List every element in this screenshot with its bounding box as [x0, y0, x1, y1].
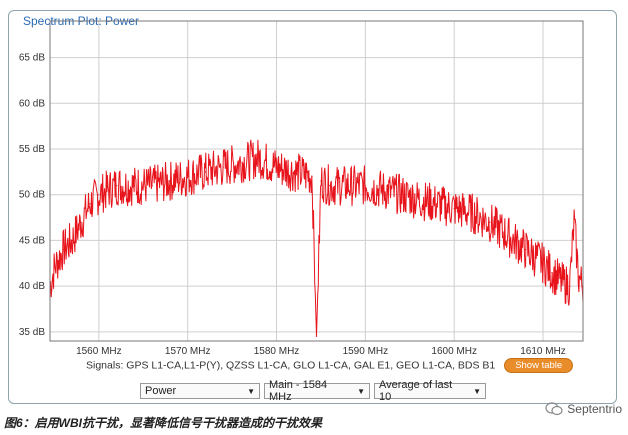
power-data-point [560, 280, 562, 283]
power-data-point [329, 184, 331, 187]
y-tick-label: 45 dB [19, 235, 45, 246]
power-data-point [569, 285, 571, 287]
power-data-point [293, 171, 295, 173]
chevron-down-icon: ▼ [473, 386, 481, 396]
show-table-button[interactable]: Show table [504, 358, 574, 373]
figure-caption: 图6：启用WBI抗干扰，显著降低信号干扰器造成的干扰效果 [4, 416, 323, 430]
power-data-point [222, 166, 224, 168]
power-data-point [320, 180, 322, 182]
x-axis-ticks: 1560 MHz 1570 MHz 1580 MHz 1590 MHz 1600 MHz… [76, 346, 566, 357]
power-data-point [542, 262, 544, 264]
power-data-point [435, 203, 438, 205]
power-data-point [453, 207, 455, 210]
power-data-point [418, 198, 420, 200]
power-data-point [346, 184, 349, 187]
brand-name: Septentrio [567, 402, 622, 416]
power-data-point [364, 184, 366, 187]
y-tick-label: 55 dB [19, 144, 45, 155]
power-data-point [151, 184, 153, 187]
power-data-point [258, 157, 260, 159]
power-data-point [116, 184, 118, 187]
antenna-select[interactable]: Main - 1584 MHz ▼ [264, 379, 370, 403]
signals-label: Signals: GPS L1-CA,L1-P(Y), QZSS L1-CA, … [86, 359, 496, 372]
power-data-point [53, 267, 56, 269]
averaging-value: Average of last 10 [379, 379, 453, 403]
power-data-point [573, 221, 575, 223]
chevron-down-icon: ▼ [247, 386, 255, 396]
chevron-down-icon: ▼ [357, 386, 365, 396]
x-tick-label: 1570 MHz [165, 346, 211, 357]
power-data-point [71, 239, 73, 242]
power-data-point [80, 221, 82, 223]
brand-watermark: Septentrio [545, 402, 622, 416]
plot-area-border [49, 20, 584, 342]
y-tick-label: 35 dB [19, 327, 45, 338]
y-tick-label: 65 dB [19, 53, 45, 64]
x-tick-label: 1600 MHz [431, 346, 477, 357]
measure-select[interactable]: Power ▼ [140, 383, 260, 399]
y-axis-ticks: 35 dB 40 dB 45 dB 50 dB 55 dB 60 dB 65 dB [19, 53, 45, 338]
y-tick-label: 40 dB [19, 281, 45, 292]
power-data-point [400, 194, 402, 196]
power-data-point [133, 184, 135, 187]
power-data-point [169, 180, 171, 182]
power-data-point [187, 175, 189, 178]
power-data-point [506, 235, 509, 237]
power-series-line [49, 139, 584, 337]
x-tick-label: 1560 MHz [76, 346, 122, 357]
signals-row: Signals: GPS L1-CA,L1-P(Y), QZSS L1-CA, … [86, 358, 574, 373]
power-data-point [489, 221, 491, 223]
chart-grid [50, 21, 583, 341]
measure-value: Power [145, 385, 177, 397]
plot-controls: Power ▼ Main - 1584 MHz ▼ Average of las… [140, 379, 486, 403]
power-data-point [315, 335, 318, 338]
y-tick-label: 60 dB [19, 98, 45, 109]
y-tick-label: 50 dB [19, 190, 45, 201]
power-trace [49, 139, 584, 338]
power-data-point [551, 271, 553, 274]
power-data-point [382, 189, 384, 191]
power-data-point [577, 276, 580, 278]
x-tick-label: 1610 MHz [520, 346, 566, 357]
power-data-point [62, 248, 64, 251]
wechat-logo-icon [545, 402, 563, 416]
power-data-point [275, 166, 278, 168]
power-data-point [89, 203, 91, 205]
power-data-point [240, 162, 242, 164]
averaging-select[interactable]: Average of last 10 ▼ [374, 379, 486, 403]
power-data-point [524, 248, 526, 251]
x-tick-label: 1580 MHz [254, 346, 300, 357]
power-data-point [204, 171, 207, 173]
antenna-value: Main - 1584 MHz [269, 379, 328, 403]
power-data-point [98, 194, 100, 196]
x-tick-label: 1590 MHz [343, 346, 389, 357]
power-data-point [311, 175, 313, 178]
power-data-point [471, 212, 473, 214]
